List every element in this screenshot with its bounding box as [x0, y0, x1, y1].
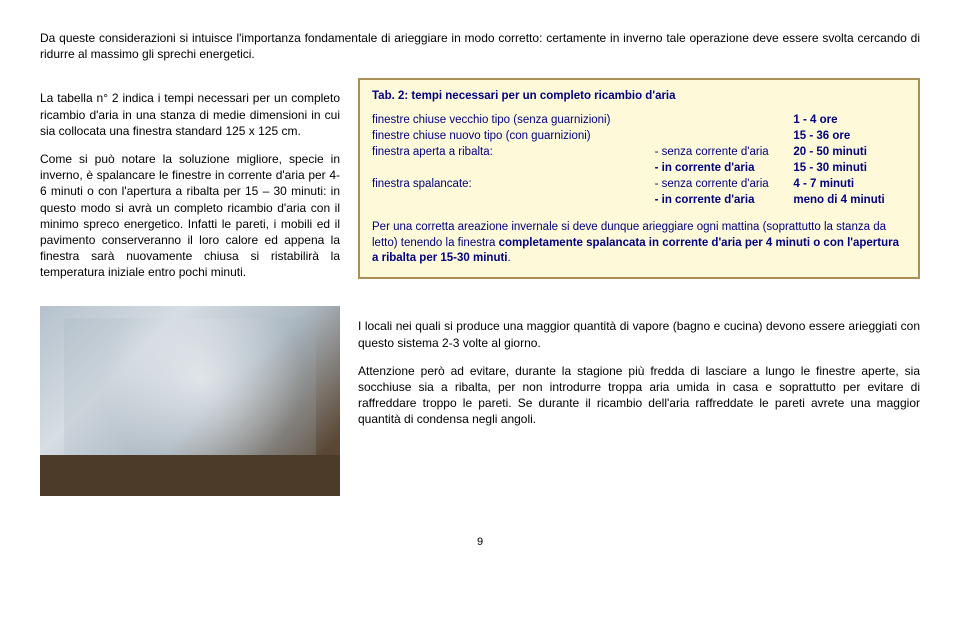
cell: 15 - 36 ore	[793, 130, 906, 142]
table-row: - in corrente d'aria meno di 4 minuti	[372, 194, 906, 206]
second-p1: I locali nei quali si produce una maggio…	[358, 318, 920, 350]
table-row: finestre chiuse nuovo tipo (con guarnizi…	[372, 130, 906, 142]
cell: 15 - 30 minuti	[793, 162, 906, 174]
box-title: Tab. 2: tempi necessari per un completo …	[372, 90, 906, 102]
cell	[372, 162, 655, 174]
left-p2: Come si può notare la soluzione migliore…	[40, 151, 340, 281]
cell	[655, 114, 794, 126]
main-row: La tabella n° 2 indica i tempi necessari…	[40, 78, 920, 292]
second-row: I locali nei quali si produce una maggio…	[40, 306, 920, 496]
note-tail: .	[508, 252, 511, 264]
right-column: Tab. 2: tempi necessari per un completo …	[358, 78, 920, 292]
left-p1: La tabella n° 2 indica i tempi necessari…	[40, 90, 340, 139]
cell	[372, 194, 655, 206]
window-photo	[40, 306, 340, 496]
cell: 4 - 7 minuti	[793, 178, 906, 190]
cell: meno di 4 minuti	[793, 194, 906, 206]
cell: - in corrente d'aria	[655, 194, 794, 206]
info-box: Tab. 2: tempi necessari per un completo …	[358, 78, 920, 279]
table-row: finestra spalancate: - senza corrente d'…	[372, 178, 906, 190]
cell: finestre chiuse nuovo tipo (con guarnizi…	[372, 130, 655, 142]
second-text: I locali nei quali si produce una maggio…	[358, 306, 920, 439]
second-p2: Attenzione però ad evitare, durante la s…	[358, 363, 920, 428]
cell: - senza corrente d'aria	[655, 178, 794, 190]
cell: finestre chiuse vecchio tipo (senza guar…	[372, 114, 655, 126]
intro-paragraph: Da queste considerazioni si intuisce l'i…	[40, 30, 920, 62]
page-number: 9	[40, 536, 920, 548]
table-row: finestre chiuse vecchio tipo (senza guar…	[372, 114, 906, 126]
cell: 20 - 50 minuti	[793, 146, 906, 158]
cell	[655, 130, 794, 142]
cell: 1 - 4 ore	[793, 114, 906, 126]
box-note: Per una corretta areazione invernale si …	[372, 220, 906, 267]
left-column: La tabella n° 2 indica i tempi necessari…	[40, 78, 340, 292]
cell: finestra spalancate:	[372, 178, 655, 190]
cell: - in corrente d'aria	[655, 162, 794, 174]
cell: finestra aperta a ribalta:	[372, 146, 655, 158]
table-row: - in corrente d'aria 15 - 30 minuti	[372, 162, 906, 174]
cell: - senza corrente d'aria	[655, 146, 794, 158]
table: finestre chiuse vecchio tipo (senza guar…	[372, 110, 906, 210]
table-row: finestra aperta a ribalta: - senza corre…	[372, 146, 906, 158]
